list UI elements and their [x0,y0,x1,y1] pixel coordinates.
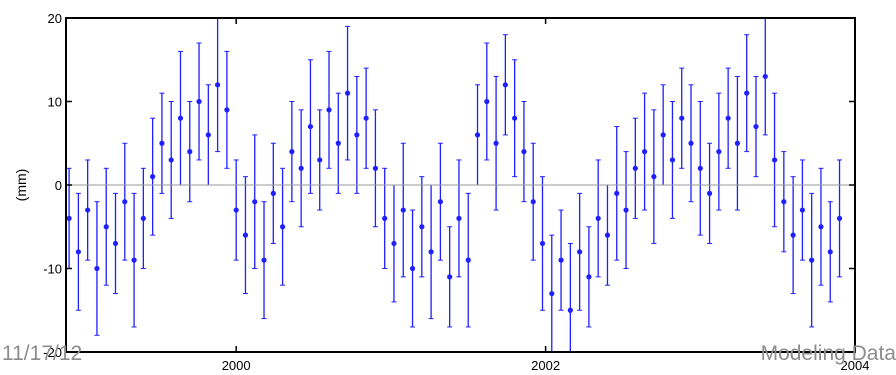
data-point [419,224,425,230]
data-point [688,140,694,146]
data-point [567,307,573,313]
data-point [391,240,397,247]
data-point [827,249,833,255]
data-point [298,165,304,171]
data-point [799,207,806,213]
data-point [521,149,527,155]
data-point [725,115,731,121]
y-tick-label: 10 [48,95,62,110]
data-point [706,190,713,196]
data-point [112,240,119,247]
data-point [242,232,249,238]
data-point [233,207,239,213]
data-point [122,199,128,205]
y-axis-label: (mm) [13,169,29,202]
data-point [75,249,81,255]
data-point [205,132,211,138]
data-point [224,107,230,113]
data-point [177,115,184,121]
data-point [187,149,193,155]
y-tick-label: -20 [43,345,62,360]
data-point [363,115,369,121]
data-point [140,215,146,221]
data-point [447,274,453,280]
data-point [502,82,508,88]
data-point [270,190,276,196]
x-tick-label: 2004 [841,358,870,373]
data-point [809,257,815,263]
data-point [428,249,434,255]
data-point [372,165,379,171]
data-point [159,140,165,146]
data-point [382,215,388,221]
data-point [697,165,703,171]
data-point [215,82,221,88]
data-point [614,190,620,196]
footer-date: 11/17/12 [2,342,83,365]
data-point [317,157,323,163]
data-point [493,140,499,146]
y-tick-label: 0 [55,178,62,193]
data-point [512,115,518,121]
data-point [632,165,638,171]
footer-title: Modeling Data [760,342,896,365]
data-point [558,257,564,263]
data-point [836,215,843,221]
data-point [103,224,109,230]
data-point [642,149,648,155]
data-point [354,132,360,138]
data-point [326,107,332,113]
data-point [131,257,137,263]
data-point [465,257,471,263]
data-point [307,123,314,130]
data-point [344,90,351,96]
x-tick-label: 2002 [531,358,560,373]
data-point [279,224,286,230]
data-point [474,132,481,138]
data-point [595,215,601,221]
data-point [456,215,462,221]
data-point [651,174,657,180]
data-point [660,132,666,138]
data-point [623,207,629,213]
data-point [437,199,443,205]
data-point [409,265,416,272]
data-point [781,199,787,205]
x-tick-label: 2000 [222,358,251,373]
data-point [539,240,546,247]
data-point [771,157,778,163]
data-point [168,157,174,163]
chart-marks [66,17,843,353]
data-point [549,290,555,297]
data-point [669,157,676,163]
data-point [261,257,267,263]
data-point [604,232,611,238]
data-point [530,199,536,205]
data-point [716,149,722,155]
data-point [196,98,202,105]
data-point [335,140,341,146]
data-point [484,98,490,105]
data-point [94,265,100,272]
data-point [150,174,156,180]
data-point [762,73,768,80]
data-point [586,274,592,280]
data-point [790,232,796,238]
data-point [577,249,583,255]
data-point [679,115,685,121]
axis-ticks: -20 -10 0 10 20 2000 2002 2004 [43,11,869,373]
data-point [753,123,759,130]
data-point [85,207,91,213]
data-point [734,140,741,146]
data-point [744,90,750,96]
y-tick-label: 20 [48,11,62,26]
data-point [400,207,406,213]
data-point [289,149,295,155]
data-point [252,199,258,205]
data-point [66,215,72,221]
data-point [818,224,824,230]
y-tick-label: -10 [43,262,62,277]
